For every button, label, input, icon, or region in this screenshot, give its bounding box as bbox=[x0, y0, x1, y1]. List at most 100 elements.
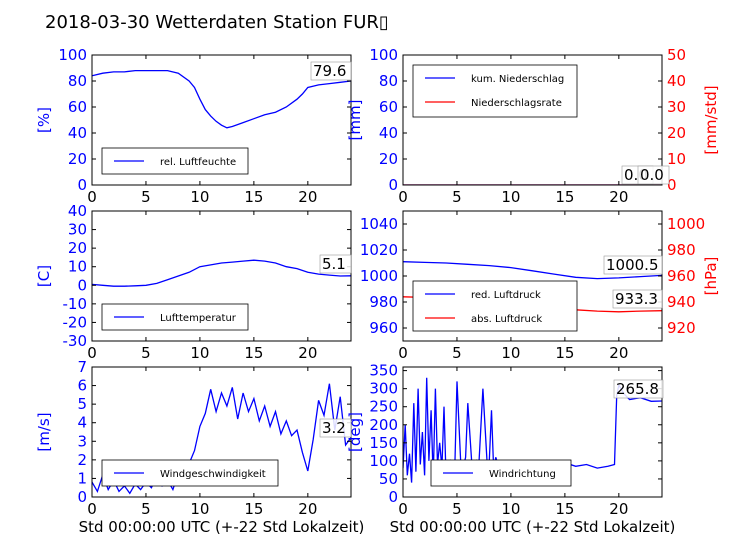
x-axis-label: Std 00:00:00 UTC (+-22 Std Lokalzeit) bbox=[79, 518, 365, 536]
y-tick-label: 350 bbox=[369, 362, 398, 380]
y-tick-label: 0 bbox=[77, 488, 87, 506]
y-tick-label: 80 bbox=[379, 72, 398, 90]
legend-label: rel. Luftfeuchte bbox=[160, 157, 236, 168]
series-line-pressure-0 bbox=[403, 261, 662, 280]
chart-panel-temperature: 0 5 10 15 20-30-20-10010203040[C]Lufttempera… bbox=[35, 202, 352, 362]
y-axis-label: [C] bbox=[35, 265, 53, 287]
y-tick-label: 40 bbox=[379, 124, 398, 142]
x-tick-label: 0 bbox=[398, 500, 408, 518]
x-tick-label: 15 bbox=[555, 188, 574, 206]
y-tick-label: 100 bbox=[369, 46, 398, 64]
annotation-box bbox=[603, 255, 663, 275]
legend-label: Windrichtung bbox=[489, 469, 556, 480]
x-tick-label: 5 bbox=[141, 188, 151, 206]
annotation-value: 265.8 bbox=[616, 380, 659, 398]
y-tick-label: 960 bbox=[369, 319, 398, 337]
annotation-box bbox=[612, 289, 663, 309]
x-tick-label: 20 bbox=[298, 500, 317, 518]
legend: Lufttemperatur bbox=[101, 303, 249, 331]
y-tick-label: 0 bbox=[388, 176, 398, 194]
y-axis-label-right: [hPa] bbox=[702, 257, 720, 296]
figure-title: 2018-03-30 Wetterdaten Station FUR▯ bbox=[45, 12, 389, 33]
legend: Windgeschwindigkeit bbox=[101, 459, 279, 487]
x-tick-label: 0 bbox=[398, 344, 408, 362]
plot-frame bbox=[91, 54, 352, 186]
x-tick-label: 5 bbox=[452, 344, 462, 362]
x-tick-label: 15 bbox=[555, 500, 574, 518]
y-tick-label: 5 bbox=[77, 395, 87, 413]
y-axis-label: [m/s] bbox=[35, 412, 53, 451]
x-tick-label: 10 bbox=[190, 500, 209, 518]
x-tick-label: 0 bbox=[87, 344, 97, 362]
y-tick-label: 250 bbox=[369, 398, 398, 416]
y-tick-label: 200 bbox=[369, 416, 398, 434]
y-tick-label: 80 bbox=[68, 72, 87, 90]
y-tick-label: 30 bbox=[68, 221, 87, 239]
annotation-value: 0.0 bbox=[640, 166, 664, 184]
x-tick-label: 10 bbox=[190, 344, 209, 362]
x-tick-label: 15 bbox=[244, 500, 263, 518]
x-tick-label: 5 bbox=[141, 344, 151, 362]
y-tick-label: 6 bbox=[77, 377, 87, 395]
y-tick-label-right: 50 bbox=[667, 46, 686, 64]
legend-box bbox=[101, 459, 279, 487]
y-tick-label-right: 20 bbox=[667, 124, 686, 142]
legend-label: Windgeschwindigkeit bbox=[160, 469, 266, 480]
legend-box bbox=[430, 459, 572, 487]
x-tick-label: 20 bbox=[609, 500, 628, 518]
x-tick-label: 20 bbox=[609, 188, 628, 206]
y-tick-label: 4 bbox=[77, 414, 87, 432]
y-tick-label: 50 bbox=[379, 470, 398, 488]
x-tick-label: 10 bbox=[501, 188, 520, 206]
y-axis-label-right: [mm/std] bbox=[702, 85, 720, 154]
x-axis-label: Std 00:00:00 UTC (+-22 Std Lokalzeit) bbox=[390, 518, 676, 536]
legend-label: Niederschlagsrate bbox=[471, 98, 562, 109]
y-tick-label: 0 bbox=[77, 276, 87, 294]
y-tick-label-right: 40 bbox=[667, 72, 686, 90]
y-tick-label: 20 bbox=[379, 150, 398, 168]
y-tick-label: 40 bbox=[68, 202, 87, 220]
x-tick-label: 10 bbox=[190, 188, 209, 206]
y-tick-label: 0 bbox=[77, 176, 87, 194]
legend-label: Lufttemperatur bbox=[160, 313, 237, 324]
y-tick-label: -30 bbox=[63, 332, 88, 350]
plot-frame bbox=[402, 366, 663, 498]
annotation-box bbox=[613, 379, 664, 399]
legend-box bbox=[412, 64, 578, 118]
x-tick-label: 5 bbox=[141, 500, 151, 518]
legend: rel. Luftfeuchte bbox=[101, 147, 249, 175]
y-tick-label: 7 bbox=[77, 358, 87, 376]
series-line-temperature-0 bbox=[92, 259, 351, 287]
x-tick-label: 10 bbox=[501, 500, 520, 518]
plot-frame bbox=[91, 210, 352, 342]
annotation-box bbox=[310, 61, 352, 81]
annotation-value: 1000.5 bbox=[606, 256, 659, 274]
y-tick-label: 10 bbox=[68, 258, 87, 276]
y-tick-label: 980 bbox=[369, 293, 398, 311]
y-tick-label: -20 bbox=[63, 313, 88, 331]
y-tick-label-right: 30 bbox=[667, 98, 686, 116]
y-tick-label: 20 bbox=[68, 239, 87, 257]
y-tick-label: 1040 bbox=[360, 215, 398, 233]
x-tick-label: 0 bbox=[87, 500, 97, 518]
x-tick-label: 15 bbox=[244, 344, 263, 362]
annotation-box bbox=[319, 418, 352, 438]
x-tick-label: 20 bbox=[298, 188, 317, 206]
legend-label: red. Luftdruck bbox=[471, 290, 541, 301]
y-tick-label: 300 bbox=[369, 380, 398, 398]
x-tick-label: 15 bbox=[244, 188, 263, 206]
x-tick-label: 10 bbox=[501, 344, 520, 362]
x-tick-label: 20 bbox=[298, 344, 317, 362]
y-axis-label: [mm] bbox=[346, 100, 364, 141]
chart-panel-humidity: 0 5 10 15 20 0 20 40 60 80 100 [%] rel. Luftfeuchte 7… bbox=[35, 46, 352, 206]
legend-label: abs. Luftdruck bbox=[471, 314, 542, 325]
y-tick-label: 100 bbox=[58, 46, 87, 64]
y-axis-label: [%] bbox=[35, 107, 53, 133]
y-tick-label: 0 bbox=[388, 488, 398, 506]
x-tick-label: 0 bbox=[87, 188, 97, 206]
annotation-value: 79.6 bbox=[313, 62, 346, 80]
